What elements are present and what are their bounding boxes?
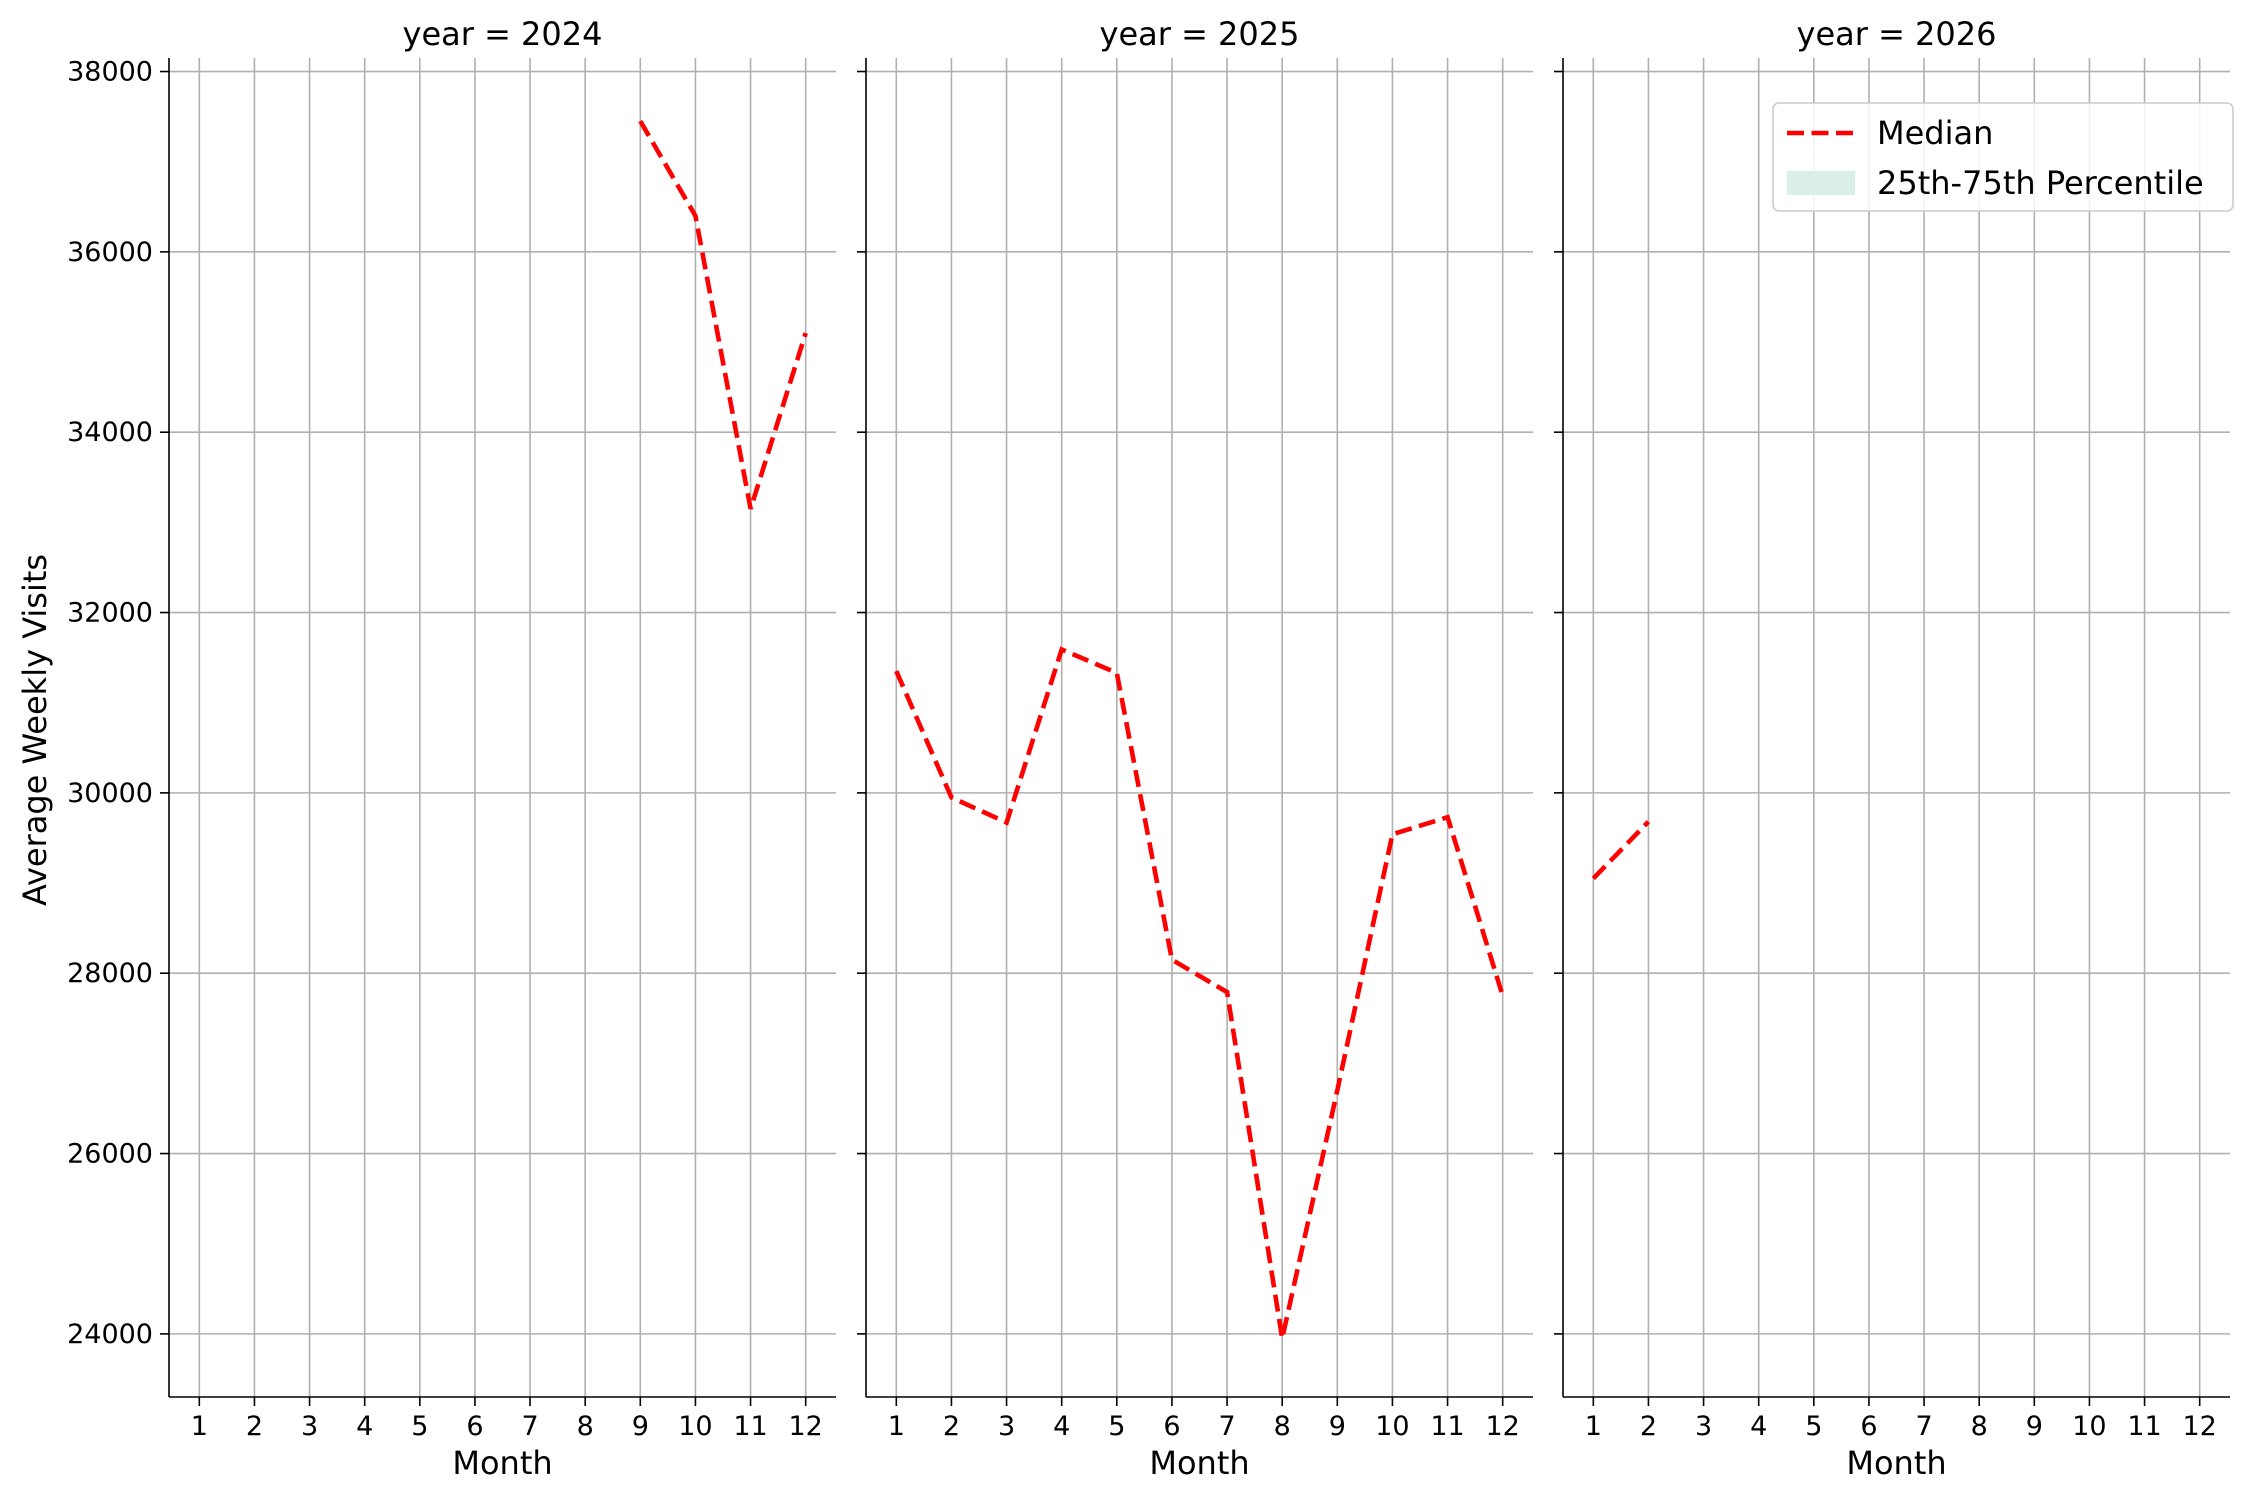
x-tick-label: 2 (943, 1411, 960, 1442)
x-tick-label: 8 (1274, 1411, 1291, 1442)
x-tick-label: 11 (2127, 1411, 2161, 1442)
x-tick-label: 8 (577, 1411, 594, 1442)
legend: Median 25th-75th Percentile (1772, 102, 2234, 212)
panel-title: year = 2026 (1797, 15, 1997, 53)
x-tick-label: 5 (411, 1411, 428, 1442)
y-tick-label: 34000 (67, 417, 153, 448)
x-tick-label: 6 (1163, 1411, 1180, 1442)
median-line (1591, 820, 1651, 881)
x-tick-label: 11 (733, 1411, 767, 1442)
median-line (638, 119, 808, 510)
x-tick-label: 9 (2026, 1411, 2043, 1442)
legend-percentile-swatch (1787, 171, 1855, 195)
x-tick-label: 7 (521, 1411, 538, 1442)
x-tick-label: 9 (1329, 1411, 1346, 1442)
x-tick-label: 2 (1640, 1411, 1657, 1442)
x-tick-label: 7 (1218, 1411, 1235, 1442)
panels: 1 2 3 4 5 6 7 8 9 10 11 122400026000280003000032000… (67, 15, 2230, 1482)
x-tick-label: 3 (998, 1411, 1015, 1442)
x-axis-label: Month (452, 1444, 552, 1482)
x-axis-label: Month (1846, 1444, 1946, 1482)
y-tick-label: 36000 (67, 237, 153, 268)
x-tick-label: 4 (1053, 1411, 1070, 1442)
x-tick-label: 7 (1915, 1411, 1932, 1442)
x-tick-label: 12 (789, 1411, 823, 1442)
x-tick-label: 4 (356, 1411, 373, 1442)
x-tick-label: 5 (1805, 1411, 1822, 1442)
median-line (894, 646, 1505, 1339)
x-tick-label: 8 (1971, 1411, 1988, 1442)
x-tick-label: 12 (1486, 1411, 1520, 1442)
legend-label: 25th-75th Percentile (1877, 164, 2204, 202)
x-tick-label: 12 (2183, 1411, 2217, 1442)
x-axis-label: Month (1149, 1444, 1249, 1482)
x-tick-label: 2 (246, 1411, 263, 1442)
y-axis-label: Average Weekly Visits (16, 554, 54, 906)
x-tick-label: 4 (1750, 1411, 1767, 1442)
x-tick-label: 1 (191, 1411, 208, 1442)
x-tick-label: 9 (632, 1411, 649, 1442)
x-tick-label: 1 (888, 1411, 905, 1442)
panel-1: 1 2 3 4 5 6 7 8 9 10 11 122400026000280003000032000… (67, 15, 836, 1482)
x-tick-label: 6 (1860, 1411, 1877, 1442)
y-tick-label: 24000 (67, 1319, 153, 1350)
x-tick-label: 10 (678, 1411, 712, 1442)
y-tick-label: 38000 (67, 57, 153, 88)
legend-label: Median (1877, 114, 1993, 152)
x-tick-label: 10 (2072, 1411, 2106, 1442)
y-tick-label: 28000 (67, 958, 153, 989)
legend-box (1772, 102, 2234, 212)
x-tick-label: 3 (1695, 1411, 1712, 1442)
x-tick-label: 5 (1108, 1411, 1125, 1442)
panel-title: year = 2025 (1100, 15, 1300, 53)
x-tick-label: 10 (1375, 1411, 1409, 1442)
y-tick-label: 32000 (67, 598, 153, 629)
x-tick-label: 1 (1585, 1411, 1602, 1442)
panel-title: year = 2024 (403, 15, 603, 53)
x-tick-label: 6 (466, 1411, 483, 1442)
y-tick-label: 30000 (67, 778, 153, 809)
x-tick-label: 11 (1430, 1411, 1464, 1442)
y-tick-label: 26000 (67, 1139, 153, 1170)
x-tick-label: 3 (301, 1411, 318, 1442)
